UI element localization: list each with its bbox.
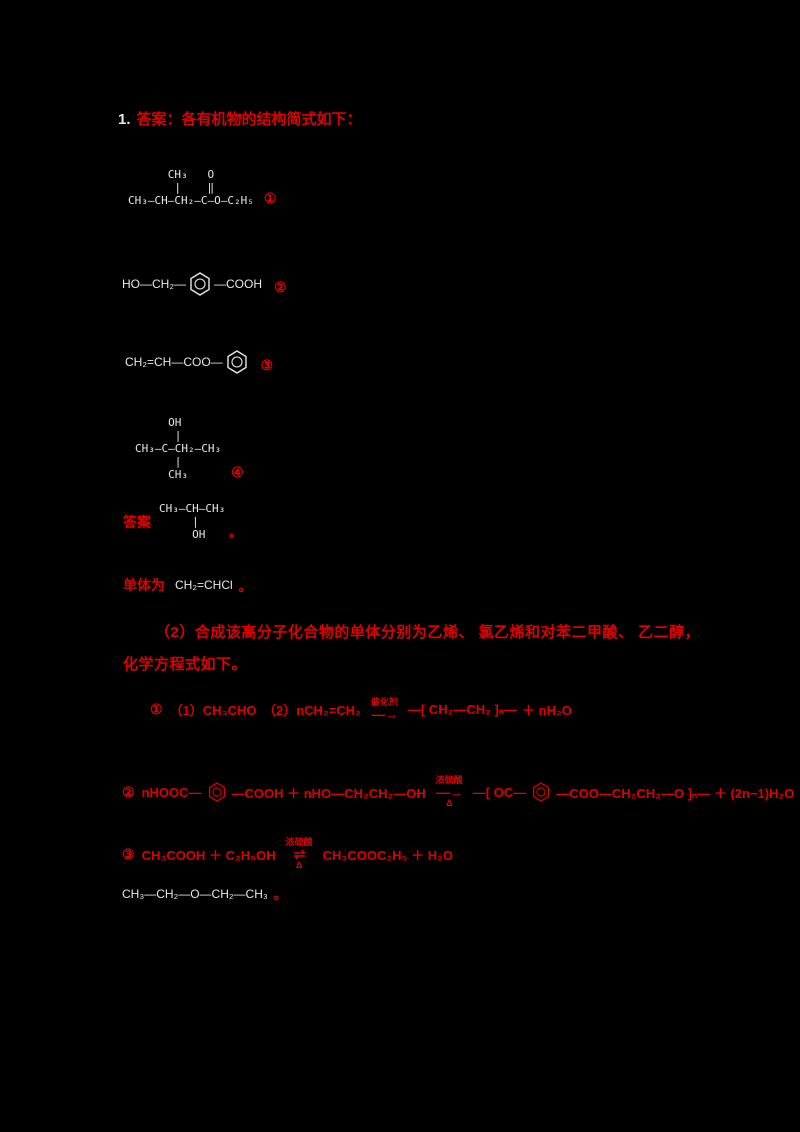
equation-1-product: —[ CH₂—CH₂ ]ₙ— [407, 701, 518, 717]
equilibrium-arrow: 浓硫酸 ⇌ Δ [286, 838, 313, 870]
structure-3: CH₂=CH—COO— ③ [125, 350, 273, 374]
structure-4: OH | CH₃—C—CH₂—CH₃ | CH₃ ④ [135, 416, 244, 481]
arrow-symbol: —→ [371, 706, 398, 722]
reaction-arrow: 催化剂 —→ [370, 697, 399, 722]
reaction-condition: 催化剂 [370, 697, 398, 707]
answer-structure-row: 答案 CH₃—CH—CH₃ | OH 。 [123, 502, 242, 541]
benzene-ring-icon [189, 272, 211, 296]
structure-3-left: CH₂=CH—COO— [125, 355, 223, 369]
benzene-ring-icon [208, 782, 226, 802]
equation-3-number: ③ [122, 845, 135, 862]
paragraph-line-2: 化学方程式如下。 [123, 656, 248, 673]
reaction-condition: 浓硫酸 [285, 837, 313, 847]
reaction-condition-below: Δ [446, 798, 453, 808]
monomer-label: 单体为 [123, 577, 165, 593]
equilibrium-symbol: ⇌ [293, 846, 306, 862]
benzene-ring-icon [226, 350, 248, 374]
equation-2-reactant-left: nHOOC— [141, 784, 202, 800]
equation-3-reactants: CH₃COOH ＋ C₂H₅OH [141, 847, 276, 863]
equation-2-reactant-right: —COOH ＋ nHO—CH₂CH₂—OH [231, 785, 426, 801]
question-number: 1. [118, 111, 131, 128]
benzene-ring-icon [532, 782, 550, 802]
circled-number-1: ① [263, 190, 277, 206]
answer-label: 答案 [123, 513, 151, 530]
structure-2-left: HO—CH₂— [122, 277, 186, 291]
red-period: 。 [238, 579, 252, 594]
equation-2-product-right: —COO—CH₂CH₂—O ]ₙ— ＋ (2n−1)H₂O [556, 785, 795, 801]
circled-number-3: ③ [260, 357, 274, 373]
equation-1: ① （1）CH₃CHO （2）nCH₂=CH₂ 催化剂 —→ —[ CH₂—CH… [150, 697, 572, 722]
white-formula-line: CH₃—CH₂—O—CH₂—CH₃ 。 [122, 884, 287, 903]
structure-2-right: —COOH [214, 277, 262, 291]
structure-4-formula: OH | CH₃—C—CH₂—CH₃ | CH₃ [135, 416, 222, 481]
circled-number-2: ② [274, 279, 287, 295]
equation-1-number: ① [150, 701, 163, 717]
footer-formula: CH₃—CH₂—O—CH₂—CH₃ [122, 886, 268, 901]
heading-line: 1. 答案：各有机物的结构简式如下： [118, 108, 362, 129]
monomer-formula: CH₂=CHCl [175, 578, 233, 592]
equation-1-tail: ＋ nH₂O [522, 703, 572, 718]
answer-structure-formula: CH₃—CH—CH₃ | OH [159, 502, 226, 541]
structure-1-formula: CH₃ O | ‖ CH₃—CH—CH₂—C—O—C₂H₅ [128, 168, 254, 207]
reaction-arrow: 浓硫酸 —→ Δ [435, 775, 464, 808]
equation-2-product-left: —[ OC— [472, 784, 527, 800]
equation-2-number: ② [122, 783, 135, 800]
equation-1-reactants: （1）CH₃CHO （2）nCH₂=CH₂ [169, 703, 361, 718]
reaction-condition: 浓硫酸 [435, 775, 463, 785]
structure-2: HO—CH₂— —COOH ② [122, 272, 287, 296]
red-period: 。 [273, 887, 287, 902]
arrow-symbol: —→ [436, 784, 463, 800]
heading-text: 答案：各有机物的结构简式如下： [136, 111, 362, 128]
paragraph-line-1: （2）合成该高分子化合物的单体分别为乙烯、 氯乙烯和对苯二甲酸、 乙二醇， [155, 624, 701, 641]
circled-number-4: ④ [231, 464, 244, 480]
equation-3: ③ CH₃COOH ＋ C₂H₅OH 浓硫酸 ⇌ Δ CH₃COOC₂H₅ ＋ … [122, 838, 453, 870]
red-period: 。 [229, 525, 243, 540]
equation-2: ② nHOOC— —COOH ＋ nHO—CH₂CH₂—OH 浓硫酸 —→ Δ … [122, 776, 794, 808]
monomer-row: 单体为 CH₂=CHCl 。 [123, 575, 252, 595]
equation-3-products: CH₃COOC₂H₅ ＋ H₂O [322, 847, 454, 863]
reaction-condition-below: Δ [295, 860, 303, 870]
structure-1: CH₃ O | ‖ CH₃—CH—CH₂—C—O—C₂H₅ ① [128, 168, 276, 207]
